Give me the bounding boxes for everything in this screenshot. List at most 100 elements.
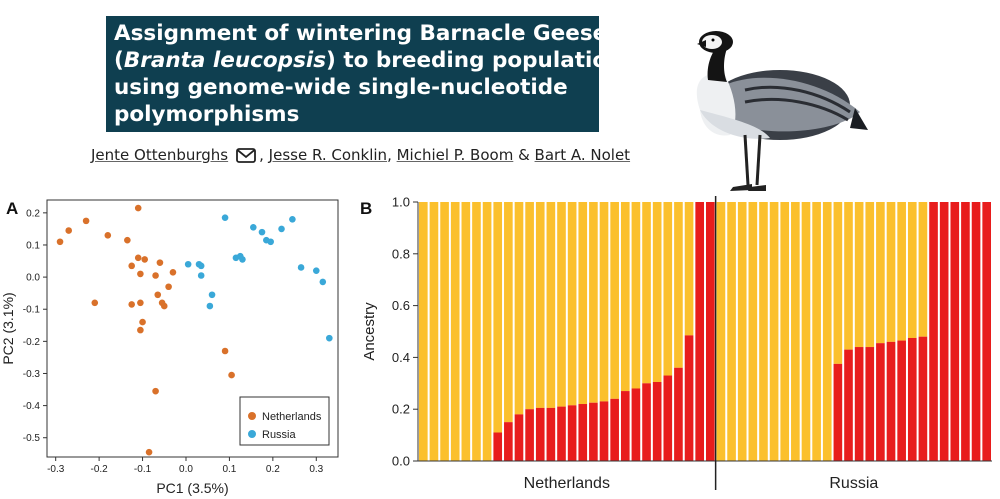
ancestry-bar-red [567,405,577,461]
ancestry-bar-yellow [631,202,641,389]
y-tick-label: 0.1 [26,240,40,251]
ancestry-bar-yellow [535,202,545,408]
scatter-point-netherlands [145,448,153,456]
y-tick-label: 0.6 [392,298,410,313]
ancestry-bar-red [674,367,683,461]
ancestry-bar-yellow [546,202,556,408]
scatter-point-netherlands [160,302,168,310]
ancestry-bar-yellow [737,202,747,461]
legend-marker-russia [248,430,256,438]
ancestry-bar-red [525,409,534,461]
ancestry-bar-red [684,335,694,461]
scatter-point-russia [206,302,214,310]
ancestry-bar-red [589,402,598,461]
y-tick-label: -0.5 [23,433,41,444]
y-tick-label: 0.0 [392,454,410,469]
ancestry-bar-yellow [472,202,481,461]
scatter-point-netherlands [128,301,135,308]
scatter-point-russia [278,225,285,233]
scatter-point-netherlands [134,254,142,262]
author-list: Jente Ottenburghs, Jesse R. Conklin, Mic… [91,146,631,164]
scatter-point-netherlands [65,227,73,234]
x-tick-label: 0.0 [179,464,193,475]
ancestry-bar-yellow [727,202,736,461]
scatter-point-netherlands [128,262,135,270]
scatter-point-russia [297,264,305,271]
scatter-point-russia [250,224,257,231]
ancestry-bar-yellow [769,202,779,461]
scatter-point-netherlands [169,268,177,276]
ancestry-bar-yellow [897,202,906,341]
scatter-point-netherlands [124,236,131,244]
scatter-point-russia [197,262,205,270]
ancestry-bar-yellow [876,202,885,344]
ancestry-bar-red [514,414,524,461]
legend: Netherlands Russia [239,396,330,446]
y-tick-label: -0.3 [23,369,41,380]
ancestry-bar-yellow [812,202,821,461]
ancestry-bar-yellow [578,202,588,405]
ancestry-bar-red [493,432,503,461]
scatter-point-russia [258,228,266,236]
ancestry-bar-yellow [610,202,619,399]
ancestry-bar-yellow [748,202,758,461]
scatter-point-russia [289,215,296,223]
ancestry-bar-yellow [419,202,428,461]
ancestry-bar-plot: 0.00.20.40.60.81.0 Ancestry Netherlands … [361,195,992,492]
ancestry-bar-red [610,398,619,461]
scatter-point-netherlands [82,217,90,225]
ancestry-bar-red [620,391,630,461]
ancestry-bar-red [971,202,981,461]
author-link[interactable]: Michiel P. Boom [396,146,514,164]
ancestry-bar-red [982,202,991,461]
legend-label-russia: Russia [262,429,297,441]
ancestry-bar-yellow [907,202,917,338]
group-label-netherlands: Netherlands [524,475,610,492]
ancestry-bar-red [854,347,864,461]
ancestry-bar-yellow [652,202,662,383]
ancestry-bar-yellow [642,202,651,384]
ancestry-bar-yellow [833,202,843,364]
envelope-icon[interactable] [236,148,257,163]
y-tick-label: 0.2 [392,402,410,417]
author-link[interactable]: Jesse R. Conklin [268,146,388,164]
y-tick-label: 0.8 [392,246,410,261]
scatter-point-netherlands [228,371,235,379]
scatter-point-russia [208,291,216,299]
legend-marker-netherlands [248,412,256,420]
ancestry-bar-red [578,404,588,461]
ancestry-bar-yellow [440,202,449,461]
ancestry-bar-yellow [822,202,832,461]
ancestry-bar-red [535,407,545,461]
scatter-point-russia [184,260,192,268]
ancestry-bar-red [918,336,928,461]
scatter-point-netherlands [165,283,172,291]
title-line-3: using genome-wide single-nucleotide [114,75,568,100]
scatter-point-russia [267,238,274,246]
ancestry-bar-yellow [684,202,694,336]
x-tick-label: 0.3 [309,464,323,475]
ancestry-bar-red [939,202,949,461]
scatter-point-netherlands [104,232,112,239]
ancestry-bar-yellow [780,202,790,461]
y-tick-label: 0.0 [26,273,40,284]
ancestry-bar-yellow [557,202,566,407]
scatter-point-netherlands [137,299,144,307]
author-link[interactable]: Jente Ottenburghs [91,146,229,164]
ancestry-bar-yellow [461,202,471,461]
ancestry-bar-yellow [525,202,534,410]
scatter-point-russia [197,272,205,279]
ancestry-bar-yellow [791,202,800,461]
group-label-russia: Russia [829,475,878,492]
x-tick-label: -0.1 [134,464,152,475]
ancestry-bar-red [844,349,853,461]
ancestry-bar-yellow [854,202,864,348]
author-link[interactable]: Bart A. Nolet [534,146,631,164]
x-axis-label: PC1 (3.5%) [156,480,228,496]
scatter-point-netherlands [137,270,144,278]
barnacle-goose-illustration [696,31,868,191]
ancestry-bar-yellow [620,202,630,392]
plot-area-frame [46,199,339,458]
scatter-point-russia [319,278,327,286]
